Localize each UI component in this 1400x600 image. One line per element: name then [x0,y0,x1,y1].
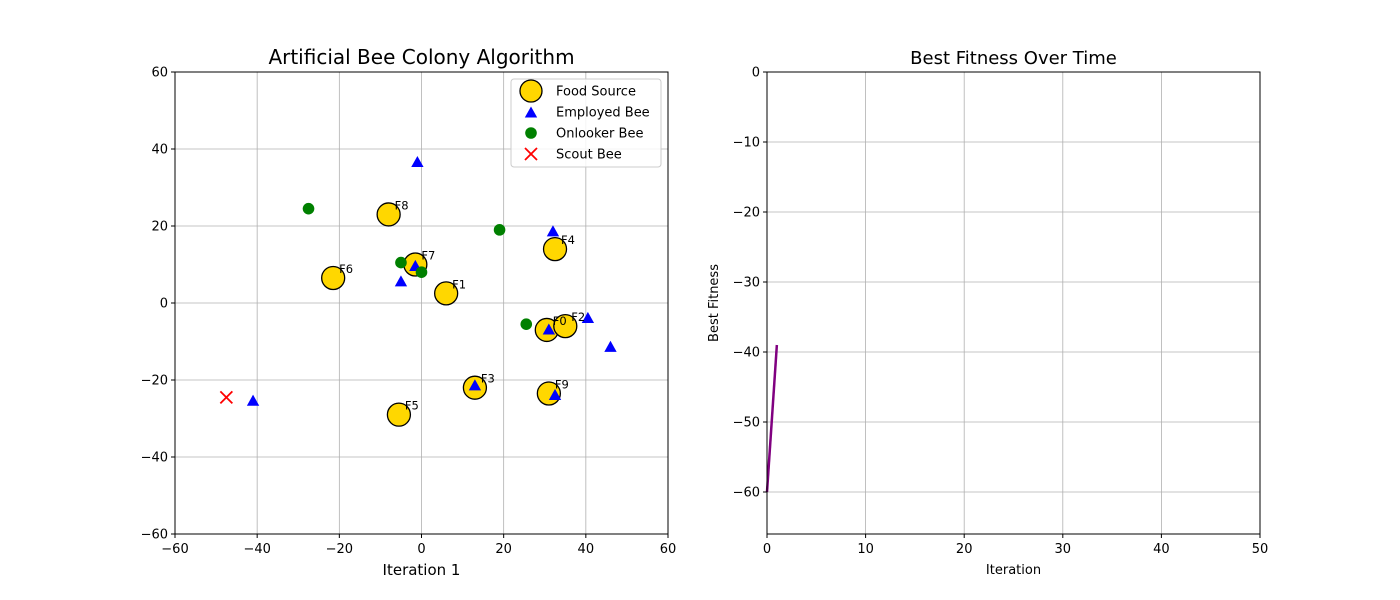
fitness-y-tick-label: −60 [733,486,760,501]
food-source-label: F5 [405,399,419,413]
food-source-marker [376,202,401,227]
legend-scout-bee-icon [524,147,538,161]
onlooker-bee-marker [520,318,533,330]
fitness-data [765,344,779,493]
fitness-y-tick-label: −50 [733,416,760,431]
scatter-x-tick-label: −60 [161,542,188,557]
food-source-marker [542,236,568,262]
scatter-y-tick-label: −60 [141,528,168,543]
food-source-label: F6 [339,262,353,276]
food-source-label: F4 [561,233,575,247]
onlooker-bee-marker [415,266,428,279]
legend-label: Employed Bee [556,106,650,121]
onlooker-bee-marker [493,224,506,236]
fitness-x-tick-label: 30 [1055,542,1072,557]
scatter-y-tick-label: 20 [151,220,168,235]
employed-bee-marker [246,394,260,406]
legend-food-source-icon [519,79,543,103]
fitness-y-tick-label: −10 [733,136,760,151]
scatter-title: Artificial Bee Colony Algorithm [268,45,574,69]
fitness-ticks: 0 10 20 30 40 50 0 −10 −20 −30 −40 −50 −60 [733,66,1269,558]
food-source-label: F2 [571,310,585,324]
employed-bee-marker [604,340,617,352]
scatter-data: F0 F1 F2 F3 F4 F5 F6 F7 F8 F9 [219,155,617,427]
food-source-label: F0 [553,314,567,328]
legend-employed-bee-icon [524,106,538,118]
employed-bee-marker [546,225,560,237]
scatter-x-tick-label: 20 [495,542,512,557]
legend-label: Onlooker Bee [556,127,643,142]
food-source-label: F3 [481,372,495,386]
legend-box [510,78,662,168]
legend-label: Food Source [556,85,636,100]
food-source-marker [321,265,346,291]
fitness-grid [766,71,1261,534]
onlooker-bee-marker [302,202,315,215]
scatter-legend: Food Source Employed Bee Onlooker Bee Scout… [510,78,662,168]
scatter-y-tick-label: 0 [160,297,168,312]
scatter-x-tick-label: −40 [243,542,270,557]
scatter-y-tick-label: 60 [151,66,168,81]
fitness-axes-frame [766,71,1261,535]
best-fitness-line [765,344,779,493]
scatter-y-tick-label: −20 [141,374,168,389]
scatter-y-tick-label: 40 [151,143,168,158]
employed-bee-marker [394,275,408,287]
employed-bee-marker [411,155,424,168]
scatter-y-tick-label: −40 [141,451,168,466]
employed-bee-marker [548,388,562,400]
fitness-y-tick-label: 0 [752,66,760,81]
scatter-x-axis-label: Iteration 1 [383,561,461,579]
fitness-y-tick-label: −30 [733,276,760,291]
scatter-x-tick-label: 40 [578,542,595,557]
scatter-ticks: −60 −40 −20 0 20 40 60 −60 −40 −20 0 20 40 60 [141,66,677,558]
fitness-x-axis-label: Iteration [986,563,1041,578]
fitness-y-axis-label: Best Fitness [707,264,722,342]
scatter-x-tick-label: 60 [660,542,677,557]
legend-label: Scout Bee [556,148,622,163]
fitness-x-tick-label: 10 [857,542,874,557]
food-source-label: F7 [421,249,435,263]
food-source-marker [553,313,578,339]
legend-onlooker-bee-icon [525,127,537,139]
scout-bee-marker [219,390,233,404]
food-source-marker [386,402,412,427]
fitness-x-tick-label: 50 [1252,542,1269,557]
employed-bee-marker [581,311,595,323]
fitness-line-chart: 0 10 20 30 40 50 0 −10 −20 −30 −40 −50 −60 Best Fitn… [707,48,1268,578]
fitness-x-tick-label: 40 [1153,542,1170,557]
fitness-x-tick-label: 0 [763,542,771,557]
onlooker-bee-marker [395,256,407,269]
food-source-label: F9 [555,377,569,391]
fitness-y-tick-label: −20 [733,206,760,221]
food-source-marker [433,281,459,306]
employed-bee-marker [542,323,556,335]
fitness-title: Best Fitness Over Time [910,48,1117,69]
scatter-x-tick-label: 0 [417,542,425,557]
food-source-label: F8 [395,198,409,212]
employed-bee-marker [468,379,482,391]
scatter-x-tick-label: −20 [326,542,353,557]
fitness-y-tick-label: −40 [733,346,760,361]
food-source-label: F1 [452,277,466,291]
fitness-x-tick-label: 20 [956,542,973,557]
